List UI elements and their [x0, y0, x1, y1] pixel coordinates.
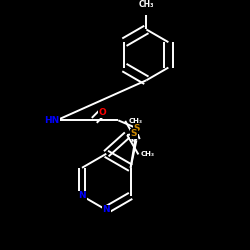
Text: HN: HN [44, 116, 59, 125]
Text: N: N [78, 191, 86, 200]
Text: CH₃: CH₃ [139, 0, 154, 9]
Text: CH₃: CH₃ [129, 118, 143, 124]
Text: S: S [134, 124, 140, 133]
Text: N: N [102, 206, 110, 214]
Text: O: O [98, 108, 106, 117]
Text: S: S [131, 130, 137, 138]
Text: CH₃: CH₃ [141, 152, 155, 158]
